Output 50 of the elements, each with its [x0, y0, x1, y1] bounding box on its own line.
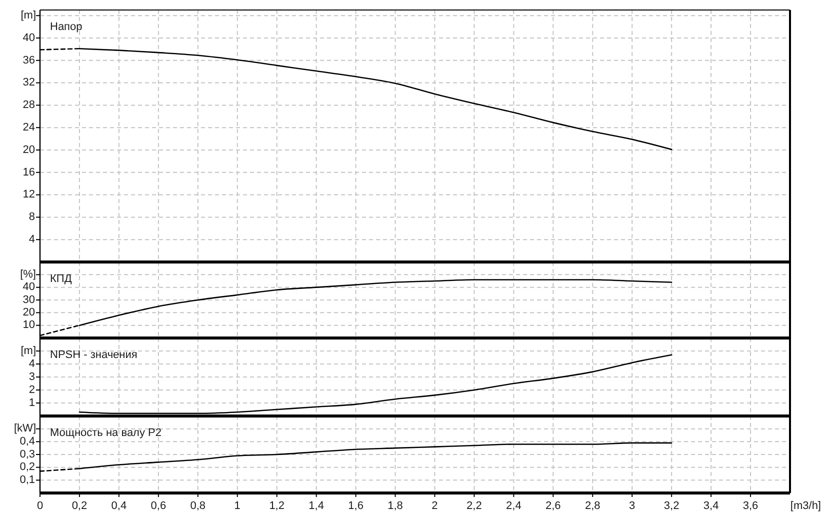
y-tick-label: 0,4 [20, 436, 35, 448]
y-tick-label: 0,2 [20, 461, 35, 474]
x-tick-label: 2,6 [546, 500, 561, 512]
y-tick-label: 8 [28, 211, 35, 224]
y-tick-label: 32 [22, 76, 35, 89]
y-tick-label: 4 [28, 358, 35, 370]
y-tick-label: 16 [22, 166, 35, 178]
x-tick-label: 2,4 [506, 500, 522, 512]
y-tick-label: 0,3 [20, 448, 35, 460]
y-tick-label: 30 [22, 294, 35, 306]
y-axis-title: [m] [20, 10, 36, 22]
x-tick-label: 0,6 [150, 500, 166, 512]
y-tick-label: 4 [28, 234, 35, 246]
y-tick-label: 1 [28, 396, 35, 409]
x-tick-label: 0,8 [190, 500, 206, 512]
y-tick-label: 28 [22, 99, 35, 112]
y-tick-label: 40 [22, 281, 35, 294]
y-tick-label: 24 [22, 122, 35, 134]
x-tick-label: 1,4 [308, 500, 324, 512]
x-tick-label: 2,8 [584, 500, 600, 512]
x-tick-label: 3,2 [664, 500, 680, 512]
y-tick-label: 10 [22, 319, 35, 332]
y-tick-label: 2 [28, 384, 35, 396]
y-tick-label: 20 [22, 306, 35, 319]
text: КПД [50, 272, 72, 285]
y-tick-label: 3 [28, 370, 35, 383]
x-tick-label: 0,4 [111, 500, 127, 512]
y-axis-title: [kW] [14, 422, 36, 435]
x-axis-title: [m3/h] [790, 500, 821, 512]
text: Напор [50, 20, 82, 33]
y-tick-label: 36 [22, 54, 35, 66]
text: NPSH - значения [50, 348, 138, 361]
y-tick-label: 0,1 [20, 474, 35, 486]
text: Мощность на валу P2 [50, 426, 162, 439]
y-axis-title: [m] [20, 344, 36, 357]
x-tick-label: 0,2 [72, 500, 88, 512]
y-tick-label: 40 [22, 32, 35, 44]
y-axis-title: [%] [20, 268, 36, 281]
y-tick-label: 20 [22, 144, 35, 156]
x-tick-label: 1 [234, 500, 240, 512]
y-tick-label: 12 [22, 188, 35, 201]
x-tick-label: 2,2 [466, 500, 482, 512]
x-tick-label: 1,8 [388, 500, 403, 512]
x-tick-label: 3 [629, 500, 636, 512]
x-tick-label: 3,4 [703, 500, 719, 512]
x-tick-label: 1,6 [348, 500, 364, 512]
x-tick-label: 3,6 [742, 500, 758, 512]
x-tick-label: 1,2 [269, 500, 284, 512]
x-tick-label: 2 [432, 500, 438, 512]
x-tick-label: 0 [36, 500, 44, 512]
